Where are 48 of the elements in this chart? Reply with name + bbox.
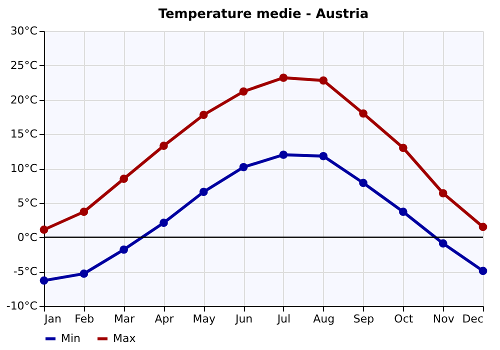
legend-label: Min <box>61 332 81 345</box>
point <box>239 162 248 172</box>
point <box>160 218 168 227</box>
point <box>160 142 168 150</box>
y-tick-label: -10°C <box>6 300 38 312</box>
point <box>239 87 248 96</box>
point <box>438 189 448 198</box>
point <box>80 208 88 216</box>
point <box>80 270 88 278</box>
y-tick-label: 30°C <box>10 24 38 38</box>
point <box>319 152 328 160</box>
x-tick-label: May <box>192 312 216 326</box>
point <box>359 109 368 118</box>
y-tick-label: 5°C <box>17 196 38 210</box>
point <box>438 239 448 248</box>
point <box>399 208 408 216</box>
y-tick-label: 20°C <box>10 93 38 106</box>
x-tick-label: Dec <box>462 312 484 326</box>
point <box>279 74 288 82</box>
y-tick-label: 25°C <box>10 58 38 72</box>
point <box>319 76 328 85</box>
point <box>279 150 288 159</box>
y-tick-label: -5°C <box>13 265 38 278</box>
x-tick-label: Jun <box>234 312 253 326</box>
y-tick-label: 10°C <box>10 162 38 175</box>
point <box>40 276 48 285</box>
point <box>399 144 408 152</box>
point <box>120 174 128 183</box>
y-tick-label: 0°C <box>17 230 38 244</box>
point <box>120 245 128 254</box>
x-tick-label: Oct <box>394 312 414 326</box>
x-tick-label: Feb <box>74 312 94 326</box>
point <box>199 110 208 120</box>
point <box>40 226 48 234</box>
point <box>359 178 368 188</box>
y-tick-label: 15°C <box>10 128 38 141</box>
point <box>478 222 488 232</box>
x-tick-label: Jan <box>44 312 62 326</box>
legend-label: Max <box>113 332 136 345</box>
x-tick-label: Mar <box>114 312 136 326</box>
point <box>478 266 488 276</box>
x-tick-label: Nov <box>432 312 455 326</box>
x-tick-label: Sep <box>353 312 374 326</box>
x-tick-label: Jul <box>276 312 291 326</box>
point <box>199 188 208 196</box>
x-tick-label: Aug <box>313 312 335 326</box>
chart-title: Temperature medie - Austria <box>158 7 369 22</box>
x-tick-label: Apr <box>154 312 174 326</box>
